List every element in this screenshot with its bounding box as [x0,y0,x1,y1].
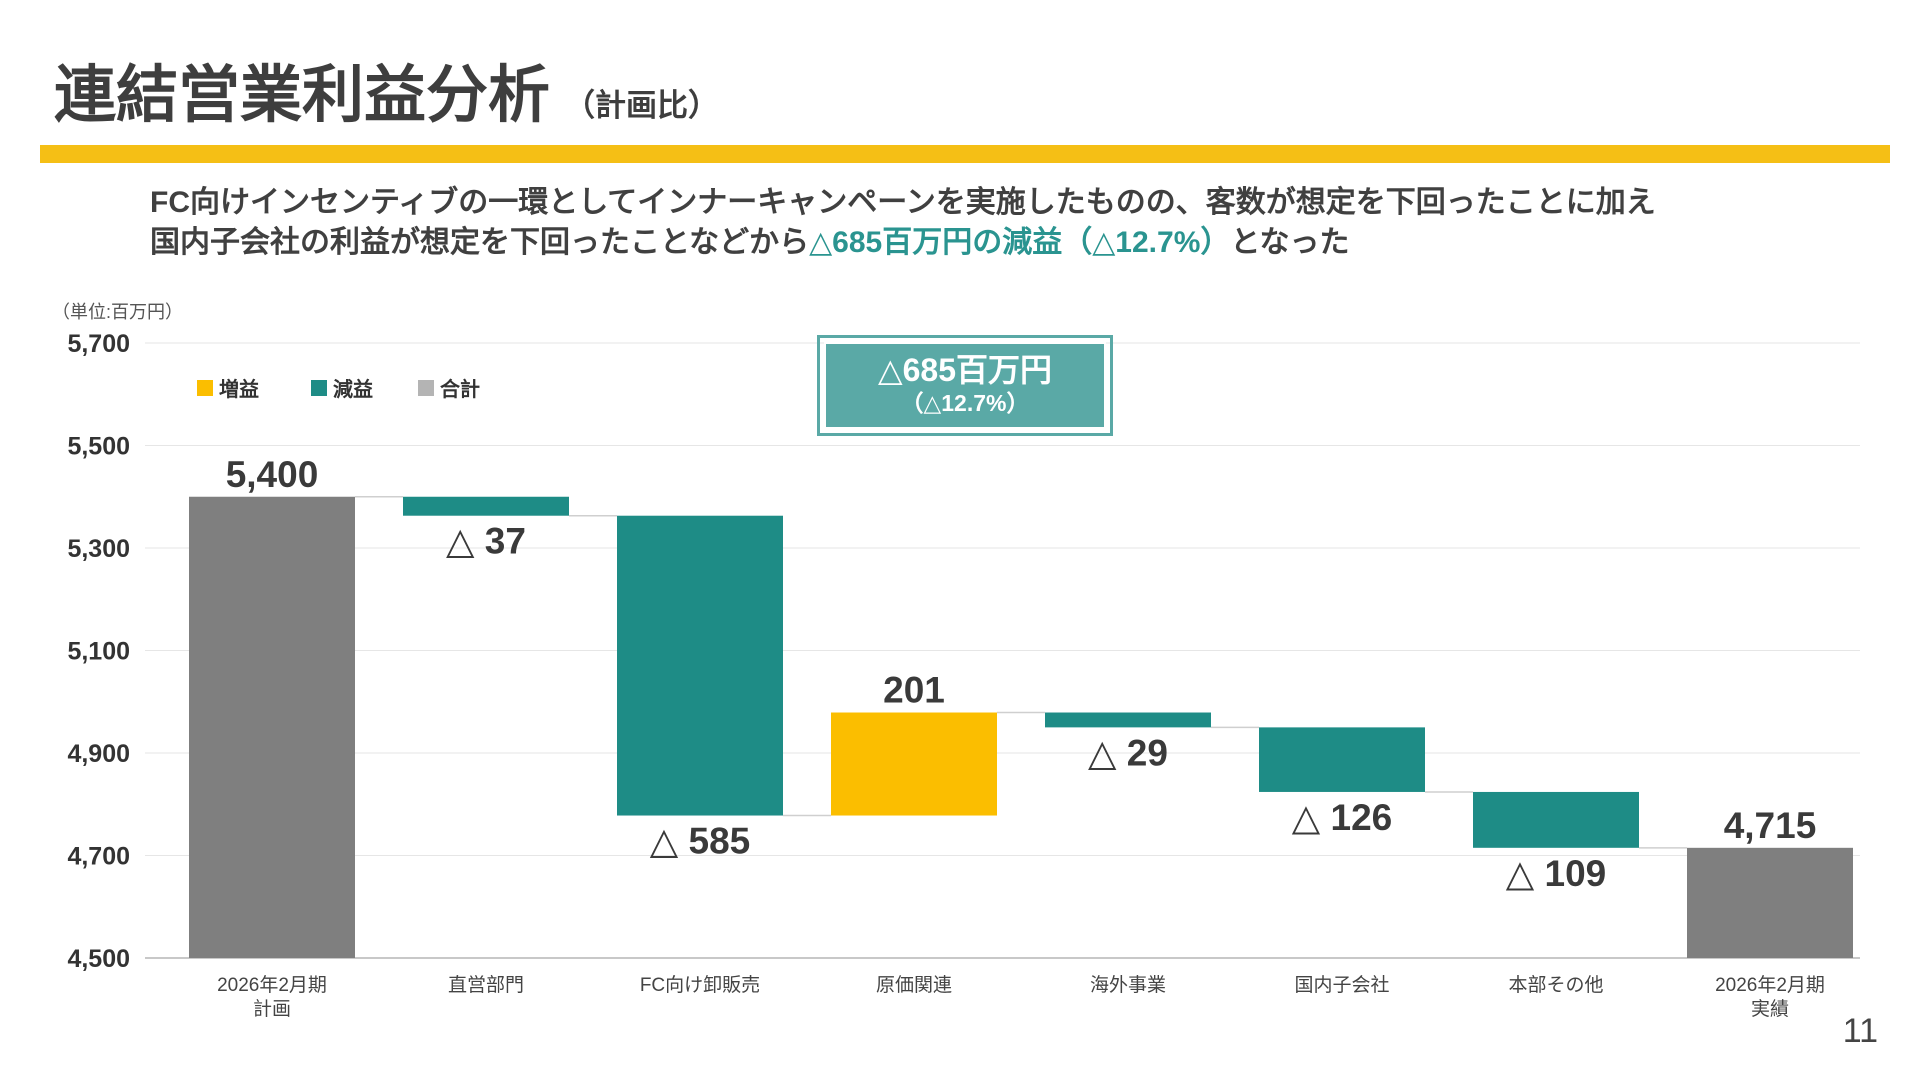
bar-total [1687,847,1853,958]
x-category-label: 直営部門 [448,974,524,996]
callout-main-text: △685百万円 [877,352,1052,388]
y-tick-label: 4,900 [67,740,130,768]
x-category-label: FC向け卸販売 [640,974,760,996]
summary-highlight: △685百万円の減益（△12.7%） [809,226,1231,259]
summary-text: FC向けインセンティブの一環としてインナーキャンペーンを実施したものの、客数が想… [150,183,1656,263]
data-label: 5,400 [226,454,319,495]
data-label: △ 109 [1506,853,1606,894]
page-title: 連結営業利益分析 （計画比） [54,60,719,131]
data-label: △ 585 [650,821,750,862]
legend-label: 合計 [440,377,480,401]
data-label: 4,715 [1724,805,1817,846]
title-main: 連結営業利益分析 [54,61,551,130]
data-label: △ 29 [1088,732,1168,773]
total-change-callout: △685百万円 （△12.7%） [817,335,1113,436]
summary-line-1: FC向けインセンティブの一環としてインナーキャンペーンを実施したものの、客数が想… [150,186,1656,219]
legend-swatch [418,380,434,396]
x-category-label: 原価関連 [876,974,952,996]
title-underline [40,145,1890,163]
title-subtitle: （計画比） [564,88,720,123]
data-label: △ 126 [1292,797,1392,838]
bar-decrease [1259,727,1425,792]
summary-line-2: 国内子会社の利益が想定を下回ったことなどから△685百万円の減益（△12.7%）… [150,223,1656,263]
legend-label: 減益 [333,377,373,401]
legend-swatch [311,380,327,396]
y-tick-label: 4,700 [67,843,130,871]
data-label: △ 37 [446,521,526,562]
bar-decrease [1045,712,1211,728]
bar-total [189,496,355,958]
x-category-label: 計画 [253,998,291,1020]
summary-line-2-suffix: となった [1230,226,1350,259]
y-tick-label: 4,500 [67,945,130,973]
y-tick-label: 5,300 [67,535,130,563]
unit-label: （単位:百万円） [52,302,184,322]
summary-line-2-prefix: 国内子会社の利益が想定を下回ったことなどから [150,226,810,259]
y-tick-label: 5,700 [67,330,130,358]
legend-swatch [197,380,213,396]
x-category-label: 実績 [1751,998,1789,1020]
callout-box: △685百万円 （△12.7%） [824,342,1106,429]
x-category-label: 2026年2月期 [217,974,327,996]
y-tick-label: 5,500 [67,433,130,461]
x-category-label: 海外事業 [1090,974,1166,996]
x-category-label: 2026年2月期 [1715,974,1825,996]
bar-decrease [617,515,783,816]
page-number: 11 [1842,1012,1878,1050]
x-category-label: 本部その他 [1508,974,1603,996]
y-tick-label: 5,100 [67,638,130,666]
bar-decrease [403,496,569,516]
bar-increase [831,712,997,816]
callout-sub-text: （△12.7%） [900,390,1030,416]
data-label: 201 [883,670,945,711]
bar-decrease [1473,791,1639,848]
legend-label: 増益 [219,377,259,401]
x-category-label: 国内子会社 [1294,974,1389,996]
